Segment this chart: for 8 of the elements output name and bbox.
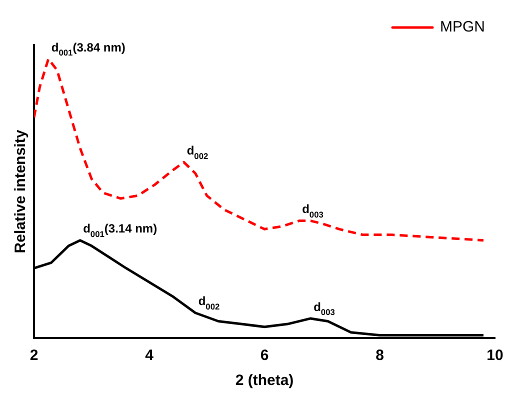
x-tick-label: 10 [486,347,504,364]
legend-label: MPGN [440,18,485,36]
x-tick-label: 4 [145,347,154,364]
x-tick-label: 2 [30,347,38,364]
y-axis-title: Relative intensity [12,129,30,254]
x-axis-title: 2 (theta) [235,372,294,390]
x-tick-label: 8 [376,347,384,364]
x-tick-label: 6 [260,347,269,364]
